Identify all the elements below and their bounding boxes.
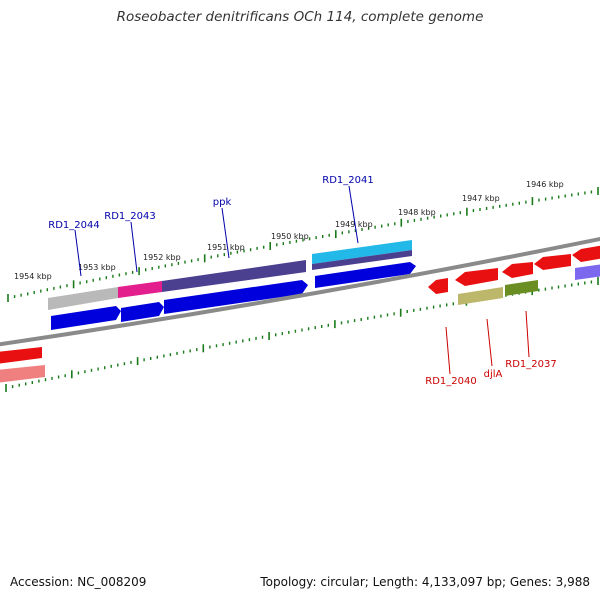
leader-line-rd1-2044 [74, 229, 82, 277]
feature-rd1-2044-band[interactable] [48, 287, 118, 310]
feature-djla-band[interactable] [458, 287, 503, 305]
genome-backbone [0, 236, 600, 347]
leader-line-djla [486, 318, 493, 367]
feature-rd1-2037-band[interactable] [505, 280, 538, 296]
scale-label-1954: 1954 kbp [14, 272, 52, 281]
leader-line-ppk [221, 207, 230, 259]
gene-arrow-rd1-2044[interactable] [51, 306, 121, 330]
gene-arrow-edge-left[interactable] [0, 347, 42, 364]
feature-rd1-2041-band[interactable] [312, 240, 412, 264]
leader-line-rd1-2043 [130, 221, 138, 273]
gene-labels: RD1_2044 RD1_2043 ppk RD1_2041 RD1_2040 … [48, 175, 556, 387]
scale-label-1948: 1948 kbp [398, 208, 436, 217]
gene-label-ppk[interactable]: ppk [213, 197, 232, 208]
scale-labels: 1954 kbp 1953 kbp 1952 kbp 1951 kbp 1950… [14, 180, 564, 281]
scale-label-1950: 1950 kbp [271, 232, 309, 241]
gene-arrow-rd1-2043[interactable] [121, 302, 164, 322]
genome-summary-label: Topology: circular; Length: 4,133,097 bp… [260, 575, 590, 589]
inner-tick-track [5, 277, 599, 392]
feature-edge-right-band[interactable] [575, 264, 600, 280]
leader-line-rd1-2037 [525, 310, 530, 358]
scale-label-1951: 1951 kbp [207, 243, 245, 252]
scale-label-1952: 1952 kbp [143, 253, 181, 262]
gene-label-rd1-2040[interactable]: RD1_2040 [425, 376, 476, 387]
feature-rd1-2043-band[interactable] [118, 281, 162, 298]
gene-label-rd1-2043[interactable]: RD1_2043 [104, 211, 155, 222]
gene-arrows-forward [51, 262, 416, 330]
gene-label-rd1-2041[interactable]: RD1_2041 [322, 175, 373, 186]
scale-label-1946: 1946 kbp [526, 180, 564, 189]
gene-arrows-reverse [0, 245, 600, 364]
gene-arrow-rd1-2037[interactable] [534, 254, 571, 270]
gene-label-rd1-2044[interactable]: RD1_2044 [48, 220, 99, 231]
leader-lines [74, 185, 530, 375]
feature-track-forward [48, 240, 412, 310]
leader-line-rd1-2040 [445, 326, 451, 375]
feature-rd1-2041-sub-band[interactable] [312, 250, 412, 270]
scale-label-1949: 1949 kbp [335, 220, 373, 229]
gene-arrow-rd1-2038[interactable] [502, 262, 533, 278]
gene-label-rd1-2037[interactable]: RD1_2037 [505, 359, 556, 370]
gene-arrow-ppk[interactable] [164, 280, 308, 314]
feature-ppk-band[interactable] [162, 260, 306, 292]
accession-label: Accession: NC_008209 [10, 575, 147, 589]
gene-arrow-rd1-2040[interactable] [428, 278, 448, 294]
scale-label-1947: 1947 kbp [462, 194, 500, 203]
map-title: Roseobacter denitrificans OCh 114, compl… [116, 9, 484, 25]
feature-edge-left-band[interactable] [0, 365, 45, 383]
gene-label-djla[interactable]: djlA [484, 369, 503, 380]
scale-label-1953: 1953 kbp [78, 263, 116, 272]
gene-arrow-edge-right[interactable] [572, 245, 600, 262]
feature-track-reverse [0, 264, 600, 383]
gene-arrow-rd1-2041[interactable] [315, 262, 416, 288]
gene-arrow-djla[interactable] [455, 268, 498, 286]
outer-tick-track [7, 187, 599, 302]
leader-line-rd1-2041 [348, 185, 359, 244]
